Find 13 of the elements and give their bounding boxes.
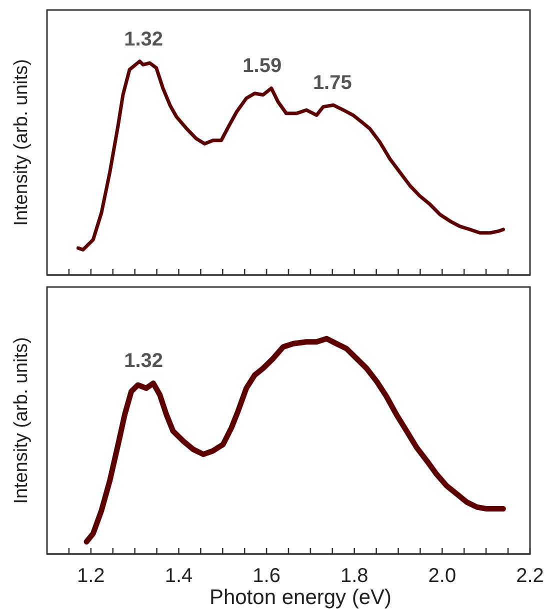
annotation: 1.32 <box>124 350 164 372</box>
x-tick-label: 2.2 <box>516 565 544 588</box>
x-axis-title: Photon energy (eV) <box>209 586 392 609</box>
annotation: 1.59 <box>242 55 282 78</box>
x-tick-label: 1.4 <box>164 565 193 588</box>
x-tick-label: 1.6 <box>252 565 280 588</box>
y-axis-title: Intensity (arb. units) <box>11 337 32 504</box>
annotation: 1.75 <box>312 72 352 94</box>
y-axis-title: Intensity (arb. units) <box>11 59 32 226</box>
x-tick-label: 1.2 <box>77 565 105 588</box>
x-tick-label: 2.0 <box>428 565 456 588</box>
annotation: 1.32 <box>124 28 164 50</box>
x-tick-label: 1.8 <box>340 565 368 588</box>
